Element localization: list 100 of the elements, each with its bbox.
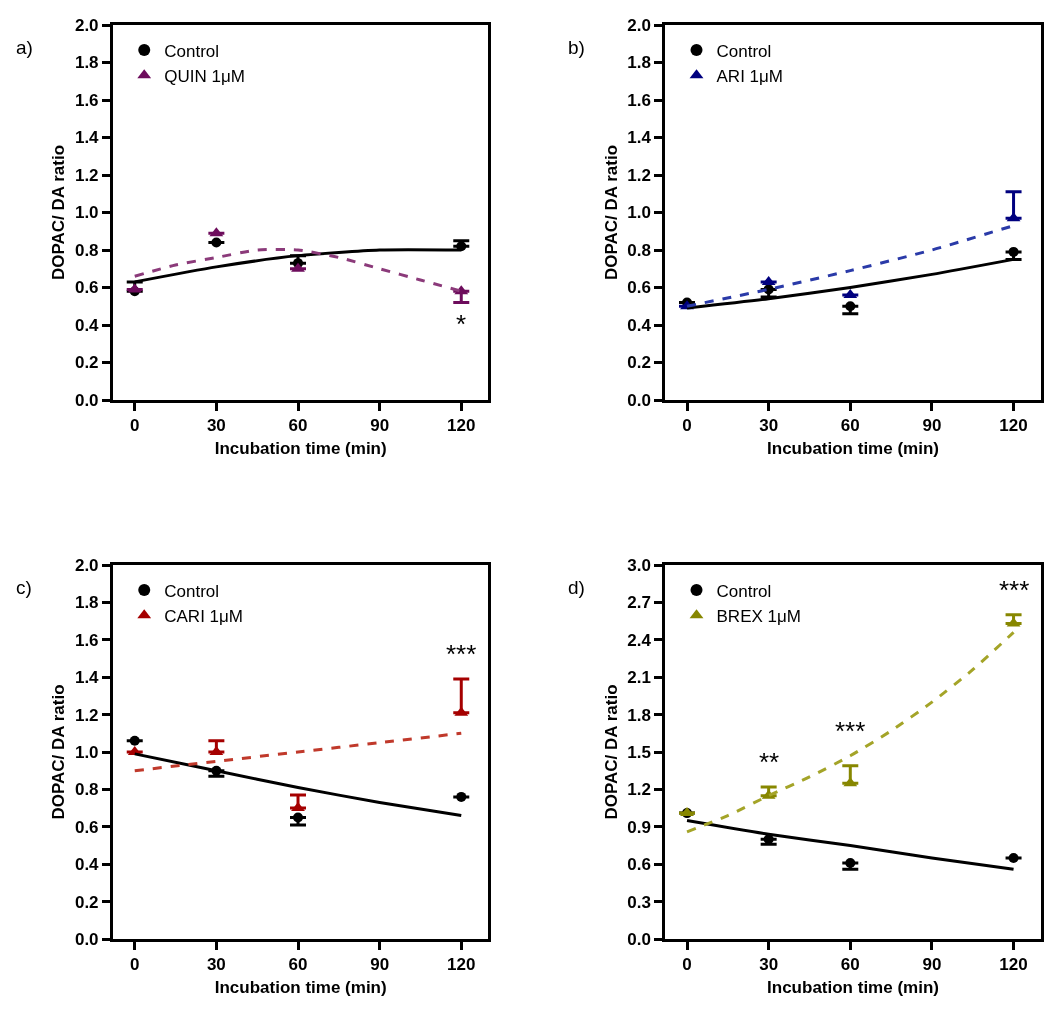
y-tick-label: 0.9 <box>627 817 651 837</box>
x-tick-label: 30 <box>759 416 779 436</box>
line-series <box>685 630 1016 834</box>
annotation: * <box>456 309 467 339</box>
text: c) <box>16 577 32 598</box>
y-axis-title: DOPAC/ DA ratio <box>49 144 69 281</box>
y-tick-label: 1.5 <box>627 742 651 762</box>
y-tick-label: 2.0 <box>74 15 99 35</box>
legend-label: Control <box>164 581 220 601</box>
y-tick-label: 1.4 <box>627 128 652 148</box>
legend-label: Control <box>164 41 220 61</box>
y-tick-label: 1.8 <box>627 53 651 73</box>
y-tick-label: 0.0 <box>627 390 651 410</box>
y-tick-label: 0.0 <box>74 390 99 410</box>
y-tick-label: 1.2 <box>74 165 99 185</box>
x-axis-title: Incubation time (min) <box>214 438 387 458</box>
legend-label: BREX 1μM <box>716 606 801 626</box>
y-tick-label: 1.6 <box>74 90 99 110</box>
y-tick-label: 0.2 <box>74 353 99 373</box>
x-tick-label: 90 <box>370 416 390 436</box>
y-tick-label: 0.0 <box>627 929 651 949</box>
y-tick-label: 1.6 <box>627 90 651 110</box>
y-tick-label: 0.2 <box>627 353 651 373</box>
y-tick-label: 1.6 <box>74 630 99 650</box>
annotation: *** <box>835 716 866 746</box>
y-tick-label: 3.0 <box>627 555 651 575</box>
point <box>211 237 222 248</box>
y-tick-label: 0.6 <box>74 278 99 298</box>
point <box>456 791 467 802</box>
y-tick-label: 0.4 <box>74 315 100 335</box>
x-tick-label: 60 <box>288 955 308 975</box>
y-tick-label: 1.8 <box>74 593 99 613</box>
point <box>291 262 305 272</box>
y-tick-label: 1.2 <box>627 165 651 185</box>
y-tick-label: 2.0 <box>74 555 99 575</box>
x-tick-label: 90 <box>922 416 942 436</box>
legend-label: QUIN 1μM <box>164 66 245 86</box>
y-tick-label: 0.8 <box>627 240 651 260</box>
x-tick-label: 120 <box>999 955 1028 975</box>
y-tick-label: 1.8 <box>627 705 651 725</box>
x-tick-label: 120 <box>999 416 1028 436</box>
legend-label: CARI 1μM <box>164 606 243 626</box>
point <box>1008 852 1019 863</box>
y-tick-label: 1.4 <box>74 668 100 688</box>
x-tick-label: 120 <box>447 416 476 436</box>
y-tick-label: 1.0 <box>627 203 651 223</box>
x-tick-label: 90 <box>370 955 390 975</box>
point <box>1008 246 1019 257</box>
x-tick-label: 60 <box>840 955 860 975</box>
point <box>845 301 856 312</box>
annotation: *** <box>999 575 1030 605</box>
y-tick-label: 1.8 <box>74 53 99 73</box>
y-tick-label: 1.0 <box>74 742 99 762</box>
x-tick-label: 0 <box>682 955 692 975</box>
y-tick-label: 2.7 <box>627 593 651 613</box>
y-tick-label: 0.4 <box>74 855 100 875</box>
y-tick-label: 1.4 <box>74 128 100 148</box>
annotation: ** <box>759 747 780 777</box>
y-tick-label: 0.2 <box>74 892 99 912</box>
y-tick-label: 0.6 <box>627 278 651 298</box>
point <box>129 735 140 746</box>
x-axis-title: Incubation time (min) <box>214 977 387 997</box>
legend-label: Control <box>716 41 772 61</box>
text: b) <box>568 37 585 58</box>
y-tick-label: 0.3 <box>627 892 651 912</box>
y-tick-label: 2.1 <box>627 668 651 688</box>
y-tick-label: 0.4 <box>627 315 652 335</box>
point <box>845 857 856 868</box>
y-tick-label: 1.0 <box>74 203 99 223</box>
y-axis-title: DOPAC/ DA ratio <box>601 144 621 281</box>
y-tick-label: 2.0 <box>627 15 651 35</box>
x-tick-label: 30 <box>206 416 226 436</box>
x-tick-label: 0 <box>682 416 692 436</box>
x-tick-label: 120 <box>447 955 476 975</box>
y-tick-label: 1.2 <box>74 705 99 725</box>
x-tick-label: 30 <box>759 955 779 975</box>
line-series <box>133 731 463 773</box>
x-axis-title: Incubation time (min) <box>767 438 939 458</box>
text: a) <box>16 37 33 58</box>
x-tick-label: 60 <box>288 416 308 436</box>
x-tick-label: 30 <box>206 955 226 975</box>
y-tick-label: 0.0 <box>74 929 99 949</box>
y-axis-title: DOPAC/ DA ratio <box>49 684 69 820</box>
y-tick-label: 1.2 <box>627 780 651 800</box>
annotation: *** <box>446 639 477 669</box>
x-axis-title: Incubation time (min) <box>767 977 939 997</box>
y-tick-label: 0.8 <box>74 780 99 800</box>
legend-label: Control <box>716 581 772 601</box>
x-tick-label: 0 <box>130 416 140 436</box>
legend-label: ARI 1μM <box>716 66 784 86</box>
y-axis-title: DOPAC/ DA ratio <box>601 684 621 820</box>
point <box>293 812 304 823</box>
x-tick-label: 90 <box>922 955 942 975</box>
point <box>291 802 305 812</box>
y-tick-label: 0.8 <box>74 240 99 260</box>
x-tick-label: 0 <box>130 955 140 975</box>
x-tick-label: 60 <box>840 416 860 436</box>
y-tick-label: 0.6 <box>74 817 99 837</box>
y-tick-label: 2.4 <box>627 630 652 650</box>
y-tick-label: 0.6 <box>627 855 651 875</box>
